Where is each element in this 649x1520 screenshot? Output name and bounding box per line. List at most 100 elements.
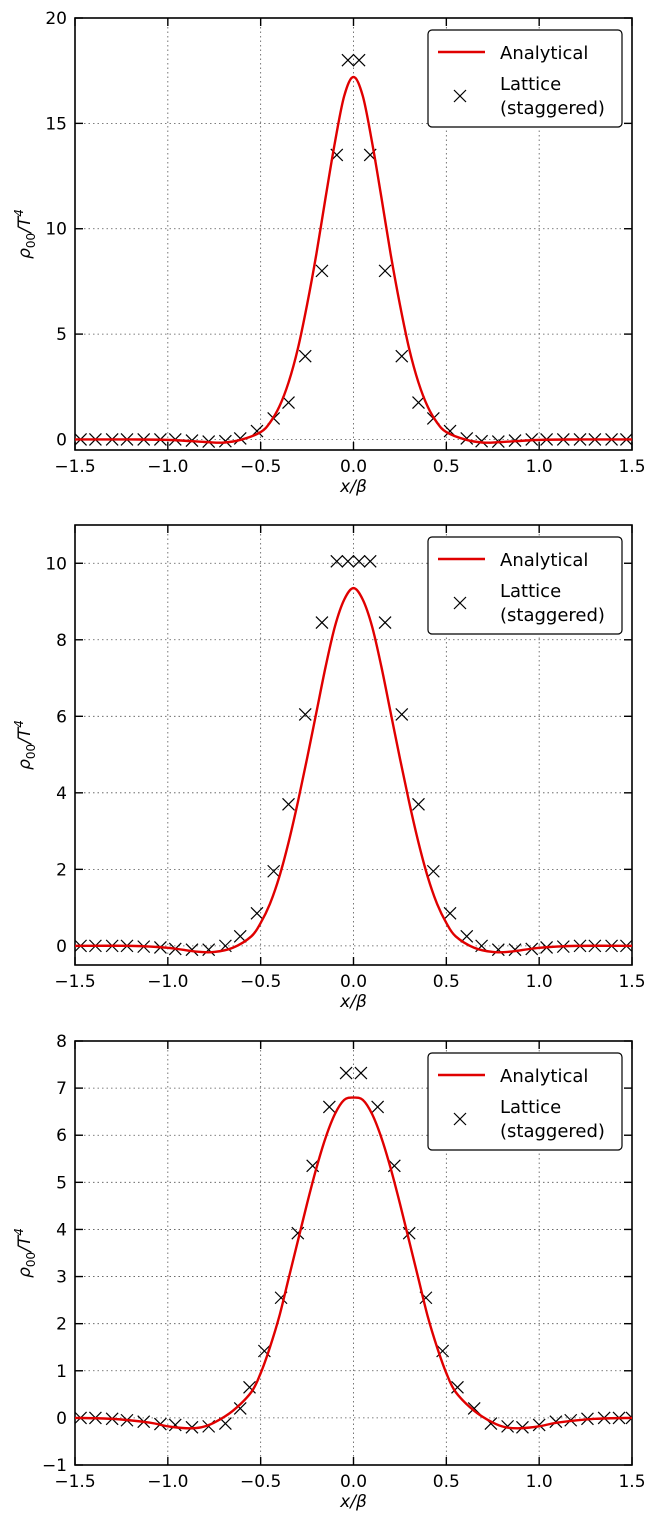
lattice-point: [475, 434, 489, 448]
legend-marker-swatch: [453, 1112, 467, 1126]
lattice-point: [315, 616, 329, 629]
y-tick-label: 8: [56, 1032, 67, 1052]
x-tick-label: 1.0: [526, 457, 553, 477]
lattice-point: [395, 707, 409, 721]
legend-box: [427, 29, 623, 128]
legend-label-staggered: (staggered): [500, 605, 605, 626]
lattice-point: [395, 349, 409, 363]
x-tick-label: 0.0: [340, 972, 367, 992]
lattice-point: [451, 1380, 464, 1394]
lattice-point: [250, 906, 264, 920]
x-tick-label: 0.5: [433, 457, 460, 477]
x-tick-label: 1.0: [526, 972, 553, 992]
y-tick-label: 7: [56, 1079, 67, 1099]
legend-label-analytical: Analytical: [500, 43, 588, 64]
y-tick-label: 10: [45, 554, 67, 574]
x-tick-label: −1.5: [54, 457, 95, 477]
lattice-point: [378, 616, 392, 629]
x-tick-label: 0.0: [340, 1472, 367, 1492]
y-tick-label: 1: [56, 1362, 67, 1382]
lattice-point: [352, 554, 366, 568]
lattice-point: [625, 1411, 632, 1425]
x-axis-label: x/β: [339, 992, 367, 1012]
legend-box: [427, 1052, 623, 1151]
y-axis-label: ρ00/T4: [12, 720, 38, 770]
lattice-point: [218, 434, 232, 448]
lattice-point: [378, 264, 392, 278]
x-tick-label: −0.5: [240, 972, 281, 992]
y-tick-label: 8: [56, 631, 67, 651]
legend-marker-swatch: [453, 89, 467, 103]
x-tick-label: 0.0: [340, 457, 367, 477]
x-tick-label: −1.5: [54, 972, 95, 992]
lattice-point: [426, 864, 440, 878]
y-tick-label: 0: [56, 937, 67, 957]
lattice-point: [491, 943, 505, 957]
lattice-point: [354, 1066, 368, 1080]
x-tick-label: 1.5: [618, 457, 645, 477]
lattice-point: [532, 1418, 546, 1432]
x-tick-label: 0.5: [433, 972, 460, 992]
y-tick-label: 5: [56, 1173, 67, 1193]
x-tick-label: −1.0: [147, 1472, 188, 1492]
lattice-point: [298, 707, 312, 721]
y-tick-label: 15: [45, 114, 67, 134]
lattice-point: [282, 797, 295, 811]
x-tick-label: 0.5: [433, 1472, 460, 1492]
legend-label-lattice: Lattice: [500, 1097, 561, 1118]
lattice-point: [339, 1066, 353, 1080]
lattice-point: [233, 929, 247, 943]
lattice-point: [352, 53, 366, 67]
legend-marker-swatch: [453, 596, 467, 610]
x-tick-label: −0.5: [240, 1472, 281, 1492]
lattice-point: [298, 349, 312, 363]
legend-label-analytical: Analytical: [500, 550, 588, 571]
lattice-point: [202, 943, 216, 957]
lattice-point: [412, 396, 425, 410]
lattice-point: [363, 554, 377, 568]
x-tick-label: 1.0: [526, 1472, 553, 1492]
chart-panel-2: −1.5 −1.0 −0.5 0.0 0.5 1.0 1.5 0 2 4 6 8 10 x/β ρ00/T4…: [12, 524, 646, 1012]
y-tick-label: 10: [45, 220, 67, 240]
y-axis-label: ρ00/T4: [12, 1228, 38, 1278]
x-tick-label: −1.0: [147, 457, 188, 477]
lattice-point: [460, 929, 474, 943]
y-tick-label: 0: [56, 430, 67, 450]
chart-panel-3: −1.5 −1.0 −0.5 0.0 0.5 1.0 1.5 −1 0 1 2 3 4 5 6 7 8 x/β ρ0…: [12, 1032, 646, 1512]
x-tick-label: 1.5: [618, 1472, 645, 1492]
legend-label-lattice: Lattice: [500, 74, 561, 95]
x-axis-label: x/β: [339, 1492, 367, 1512]
lattice-point: [322, 1100, 336, 1114]
lattice-point: [501, 1419, 515, 1433]
lattice-point: [233, 1402, 247, 1415]
x-tick-label: −1.0: [147, 972, 188, 992]
y-tick-label: 3: [56, 1268, 67, 1288]
lattice-point: [341, 554, 355, 568]
x-tick-label: −0.5: [240, 457, 281, 477]
y-tick-label: 0: [56, 1409, 67, 1429]
legend-label-staggered: (staggered): [500, 98, 605, 119]
lattice-point: [443, 906, 457, 920]
lattice-point: [185, 943, 199, 957]
lattice-point: [243, 1380, 256, 1394]
legend: Analytical Lattice (staggered): [427, 1052, 623, 1151]
y-tick-label: 2: [56, 1315, 67, 1335]
legend-label-lattice: Lattice: [500, 581, 561, 602]
legend-label-staggered: (staggered): [500, 1121, 605, 1142]
lattice-point: [412, 797, 425, 811]
legend-box: [427, 536, 623, 635]
lattice-point: [233, 431, 247, 445]
y-tick-label: 20: [45, 9, 67, 29]
y-tick-label: 6: [56, 707, 67, 727]
y-tick-label: 5: [56, 325, 67, 345]
lattice-point: [508, 943, 522, 957]
analytical-curve: [75, 586, 632, 954]
lattice-point: [168, 1418, 182, 1432]
lattice-point: [371, 1100, 385, 1114]
chart-panel-1: −1.5 −1.0 −0.5 0.0 0.5 1.0 1.5 0 5 10 15 20 x/β ρ00/T…: [12, 9, 646, 497]
y-tick-label: −1: [42, 1456, 67, 1476]
y-tick-label: 6: [56, 1126, 67, 1146]
legend: Analytical Lattice (staggered): [427, 29, 623, 128]
lattice-point: [282, 396, 295, 410]
